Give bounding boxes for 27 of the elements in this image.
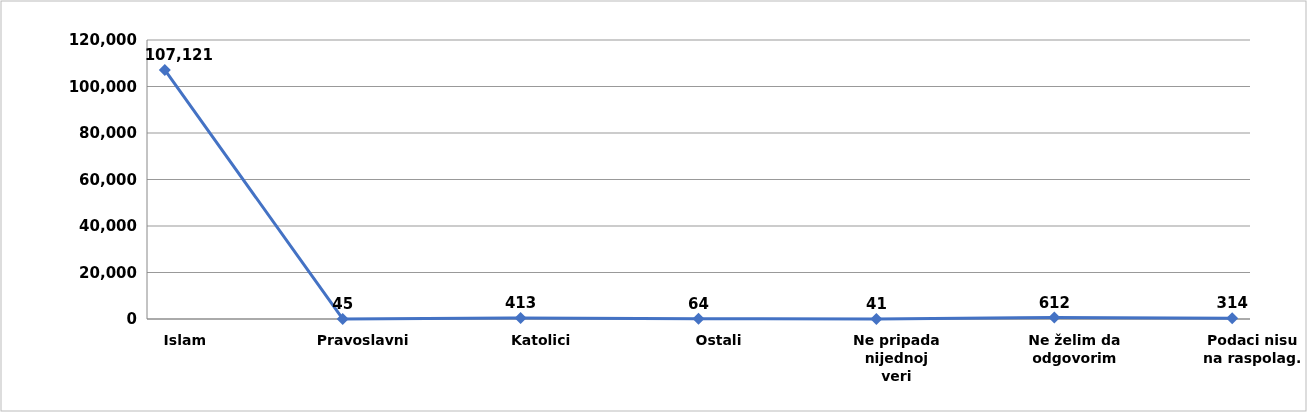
y-tick-label: 40,000 [79, 217, 137, 236]
x-tick-label: Katolici [510, 332, 571, 348]
data-label: 107,121 [144, 45, 213, 64]
x-tick-label: Podaci nisu na raspolag. [1203, 332, 1302, 366]
y-tick-label: 60,000 [79, 170, 137, 189]
data-label: 612 [1038, 293, 1070, 312]
point [870, 312, 883, 325]
x-tick-label: Islam [163, 332, 206, 348]
data-label: 314 [1216, 294, 1248, 313]
x-tick-label: Pravoslavni [316, 332, 409, 348]
y-tick-label: 80,000 [79, 124, 137, 143]
y-tick-label: 0 [126, 310, 137, 329]
point [158, 63, 171, 76]
data-label: 64 [688, 294, 709, 313]
x-tick-label: Ostali [695, 332, 742, 348]
y-tick-label: 120,000 [68, 31, 137, 50]
data-label: 41 [865, 294, 887, 313]
point [1226, 312, 1239, 325]
x-tick-label: Ne pripada nijednoj veri [853, 332, 940, 384]
y-tick-label: 20,000 [79, 263, 137, 282]
data-label: 45 [332, 294, 354, 313]
y-tick-label: 100,000 [68, 77, 137, 96]
point [514, 312, 527, 325]
point [692, 312, 705, 325]
x-tick-label: Ne želim da odgovorim [1028, 332, 1121, 366]
data-label: 413 [504, 294, 537, 313]
point [336, 312, 349, 325]
